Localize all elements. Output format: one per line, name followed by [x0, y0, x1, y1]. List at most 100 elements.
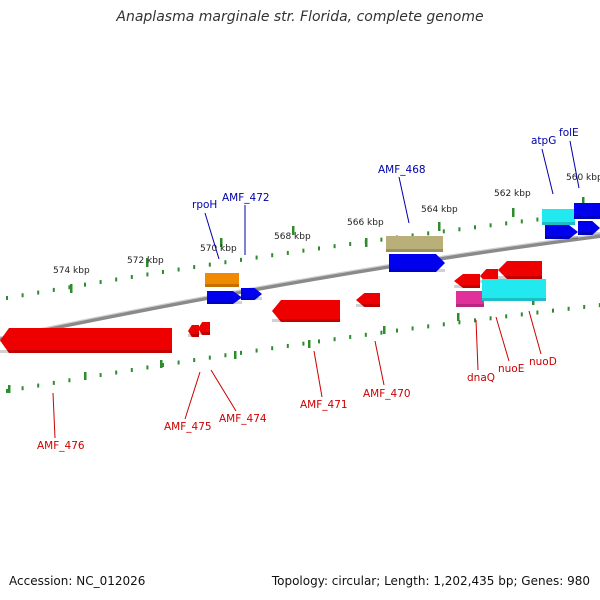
tick-major	[8, 385, 11, 393]
tick-minor	[380, 330, 383, 335]
outer-tick-track	[6, 197, 600, 300]
inner-tick-track	[6, 297, 600, 393]
tick-minor	[271, 253, 274, 258]
gene-AMF_468[interactable]	[389, 254, 445, 272]
tick-minor	[396, 328, 398, 333]
tick-minor	[240, 350, 242, 355]
gene-AMF_470[interactable]	[356, 293, 380, 307]
tick-minor	[520, 219, 523, 224]
tick-minor	[552, 308, 554, 313]
gene-folE[interactable]	[578, 221, 600, 235]
tick-minor	[255, 255, 258, 260]
tick-minor	[240, 257, 242, 262]
tick-minor	[520, 312, 523, 317]
tick-minor	[505, 314, 508, 319]
tick-major	[70, 284, 73, 293]
gene-AMF_476-leader	[52, 392, 56, 439]
tick-minor	[177, 267, 180, 272]
genome-backbone	[0, 234, 600, 341]
gene-nuoE[interactable]	[498, 261, 542, 279]
genome-summary: Topology: circular; Length: 1,202,435 bp…	[271, 574, 590, 588]
tick-minor	[52, 287, 55, 292]
gene-atpG-leader	[541, 148, 554, 195]
gene-nuoE-leader	[495, 316, 510, 362]
tick-minor	[84, 282, 86, 287]
tick-minor	[224, 353, 227, 358]
tick-minor	[208, 355, 211, 360]
tick-minor	[6, 295, 8, 300]
gene-AMF_470-label: AMF_470	[363, 388, 411, 400]
tick-minor	[567, 306, 570, 311]
gene-AMF_475[interactable]	[188, 325, 199, 337]
tick-minor	[224, 260, 227, 265]
tick-minor	[598, 303, 600, 308]
gene-AMF_474[interactable]	[198, 322, 210, 335]
gene-forward[interactable]	[545, 225, 578, 239]
tick-minor	[146, 365, 149, 370]
tick-minor	[489, 223, 492, 228]
gene-nuoD-leader	[528, 310, 542, 355]
tick-minor	[177, 360, 180, 365]
tick-minor	[130, 367, 133, 372]
tick-minor	[427, 324, 430, 329]
gene-AMF_474-label: AMF_474	[219, 413, 267, 425]
gene-AMF_472[interactable]	[241, 288, 262, 300]
gene-AMF_475-leader	[184, 371, 201, 420]
tick-major	[365, 238, 368, 247]
gene-rpoH[interactable]	[205, 273, 239, 287]
gene-AMF_476-label: AMF_476	[37, 440, 85, 452]
tick-minor	[318, 246, 320, 251]
tick-minor	[21, 386, 24, 391]
tick-minor	[333, 337, 336, 342]
tick-minor	[380, 237, 383, 242]
tick-major	[220, 238, 223, 247]
scale-label: 570 kbp	[200, 244, 237, 254]
tick-minor	[536, 217, 539, 222]
gene-rpoH-label: rpoH	[192, 199, 217, 211]
tick-minor	[68, 285, 71, 290]
genome-backbone-highlight	[0, 233, 600, 338]
tick-major	[234, 351, 237, 359]
tick-minor	[427, 231, 430, 236]
scale-label: 574 kbp	[53, 266, 90, 276]
gene-forward[interactable]	[574, 203, 600, 219]
gene-AMF_471-label: AMF_471	[300, 399, 348, 411]
tick-major	[292, 226, 295, 235]
tick-minor	[6, 388, 8, 393]
gene-dnaQ[interactable]	[454, 274, 480, 288]
tick-minor	[536, 310, 539, 315]
gene-forward[interactable]	[207, 291, 242, 304]
tick-minor	[458, 227, 461, 232]
gene-AMF_471[interactable]	[272, 300, 340, 322]
scale-label: 566 kbp	[347, 218, 384, 228]
tick-minor	[52, 380, 55, 385]
tick-minor	[208, 262, 211, 267]
scale-label: 562 kbp	[494, 189, 531, 199]
gene-AMF_476[interactable]	[0, 328, 172, 353]
tick-major	[512, 208, 515, 217]
gene-AMF_474-leader	[210, 369, 237, 412]
tick-minor	[255, 348, 258, 353]
tick-minor	[146, 272, 149, 277]
gene-AMF_475-label: AMF_475	[164, 421, 212, 433]
tick-minor	[411, 233, 414, 238]
gene-nuoD[interactable]	[482, 279, 546, 301]
gene-dnaQ-leader	[475, 319, 479, 371]
tick-minor	[349, 334, 352, 339]
scale-label: 564 kbp	[421, 205, 458, 215]
tick-major	[383, 326, 386, 334]
tick-minor	[115, 370, 118, 375]
gene-olive[interactable]	[386, 236, 443, 252]
gene-magenta[interactable]	[456, 291, 484, 307]
tick-minor	[349, 241, 352, 246]
tick-minor	[286, 250, 289, 255]
scale-label: 560 kbp	[566, 173, 600, 183]
tick-minor	[130, 274, 133, 279]
tick-minor	[162, 269, 164, 274]
gene-atpG[interactable]	[542, 209, 575, 225]
tick-minor	[505, 221, 508, 226]
tick-major	[308, 340, 311, 348]
gene-folE-leader	[569, 140, 580, 189]
tick-major	[457, 313, 460, 321]
tick-minor	[99, 373, 102, 378]
